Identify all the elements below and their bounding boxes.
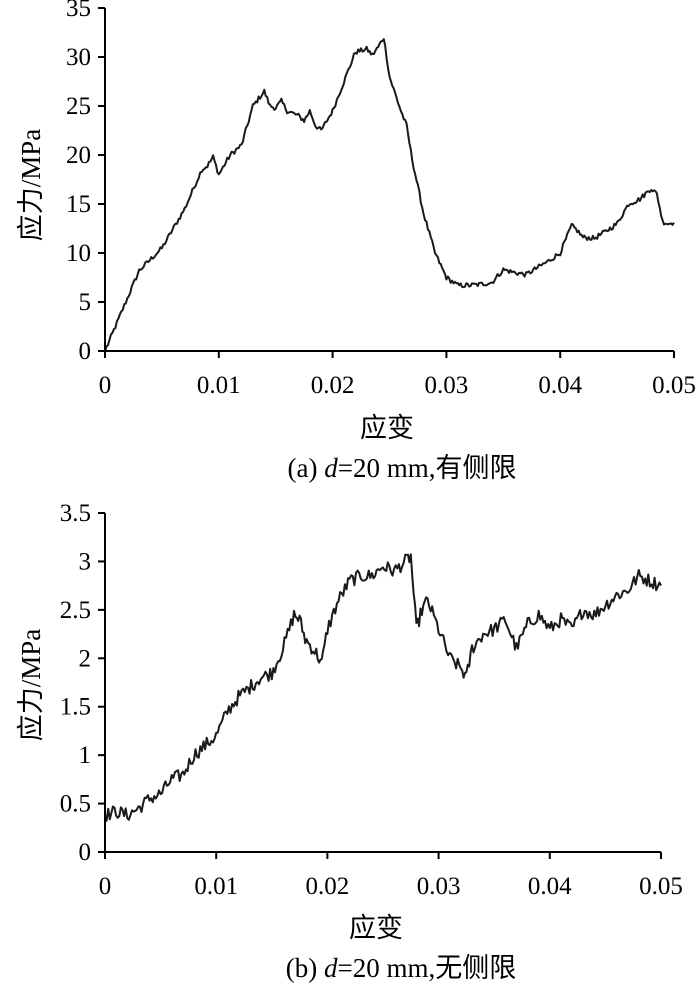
caption-b: (b) d=20 mm,无侧限 (286, 953, 516, 983)
y-tick-label: 3 (79, 548, 92, 575)
x-tick-labels-b: 0 0.01 0.02 0.03 0.04 0.05 (99, 873, 683, 900)
x-tick-label: 0.01 (197, 372, 241, 399)
x-tick-label: 0.03 (417, 873, 461, 900)
x-tick-label: 0.02 (311, 372, 355, 399)
y-tick-label: 1 (79, 742, 92, 769)
y-tick-labels-b: 0 0.5 1 1.5 2 2.5 3 3.5 (60, 500, 91, 866)
tick-marks-a (98, 7, 675, 358)
x-tick-labels-a: 0 0.01 0.02 0.03 0.04 0.05 (99, 372, 696, 399)
y-tick-label: 20 (66, 142, 91, 169)
caption-a-suffix: =20 mm,有侧限 (338, 453, 517, 483)
x-tick-label: 0.03 (425, 372, 469, 399)
y-tick-label: 30 (66, 44, 91, 71)
stress-strain-curve-a (104, 38, 675, 352)
tick-marks-b (98, 512, 662, 859)
y-tick-label: 1.5 (60, 694, 91, 721)
caption-a: (a) d=20 mm,有侧限 (288, 453, 517, 483)
y-tick-label: 10 (66, 240, 91, 267)
caption-a-prefix: (a) (288, 453, 325, 483)
y-tick-label: 15 (66, 191, 91, 218)
x-tick-label: 0.05 (639, 873, 683, 900)
caption-b-suffix: =20 mm,无侧限 (338, 953, 517, 983)
y-tick-label: 5 (79, 289, 92, 316)
y-tick-label: 0 (79, 839, 92, 866)
y-tick-label: 2.5 (60, 597, 91, 624)
caption-a-var: d (324, 453, 338, 483)
y-tick-label: 0 (79, 338, 92, 365)
x-tick-label: 0 (99, 873, 112, 900)
y-tick-label: 2 (79, 645, 92, 672)
x-axis-label-a: 应变 (360, 413, 414, 443)
y-tick-label: 3.5 (60, 500, 91, 527)
y-axis-label-b: 应力/MPa (16, 629, 46, 742)
caption-b-var: d (324, 953, 338, 983)
x-tick-label: 0 (99, 372, 112, 399)
x-tick-label: 0.05 (652, 372, 696, 399)
y-tick-labels-a: 0 5 10 15 20 25 30 35 (66, 0, 91, 365)
x-tick-label: 0.02 (306, 873, 350, 900)
y-axis-label-a: 应力/MPa (16, 129, 46, 242)
caption-b-prefix: (b) (286, 953, 324, 983)
x-tick-label: 0.04 (538, 372, 582, 399)
stress-strain-curve-b (104, 553, 662, 822)
x-tick-label: 0.04 (528, 873, 572, 900)
y-tick-label: 0.5 (60, 791, 91, 818)
x-tick-label: 0.01 (194, 873, 238, 900)
x-axis-label-b: 应变 (349, 913, 403, 943)
chart-b: 0 0.5 1 1.5 2 2.5 3 3.5 0 0.01 0.02 0.03 0.04 0.05 应… (16, 500, 683, 983)
y-tick-label: 35 (66, 0, 91, 22)
y-tick-label: 25 (66, 93, 91, 120)
